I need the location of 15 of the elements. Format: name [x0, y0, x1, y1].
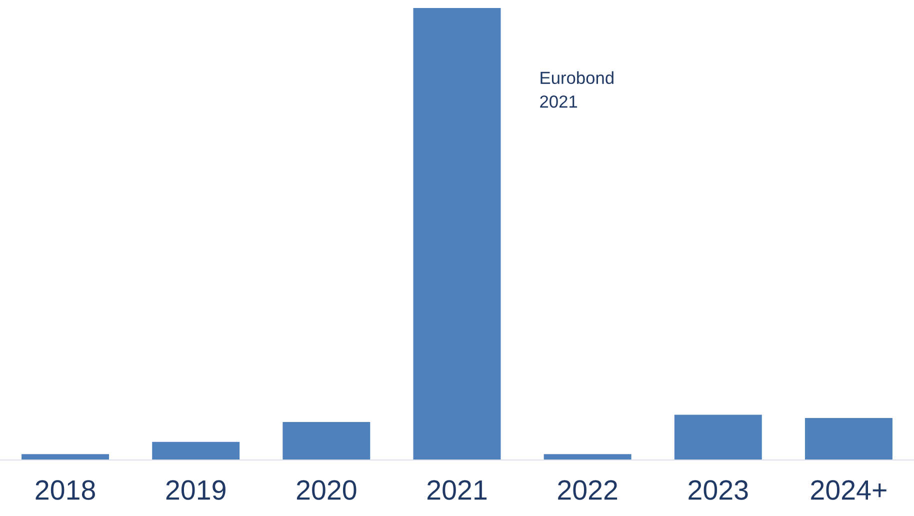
bar	[152, 442, 240, 460]
bar	[544, 454, 632, 460]
x-tick-label: 2022	[558, 480, 618, 500]
annotation: Eurobond 2021	[540, 71, 614, 108]
x-tick-label: 2020	[296, 480, 356, 500]
bar	[282, 422, 370, 460]
bar	[804, 418, 892, 460]
x-tick-label: 2024+	[811, 480, 886, 500]
x-tick-label: 2019	[166, 480, 226, 500]
x-tick-label: 2023	[688, 480, 748, 500]
x-tick-label: 2018	[36, 480, 95, 500]
bar	[674, 414, 762, 460]
bar	[413, 8, 501, 460]
bar	[22, 454, 110, 460]
x-tick-label: 2021	[428, 480, 487, 500]
